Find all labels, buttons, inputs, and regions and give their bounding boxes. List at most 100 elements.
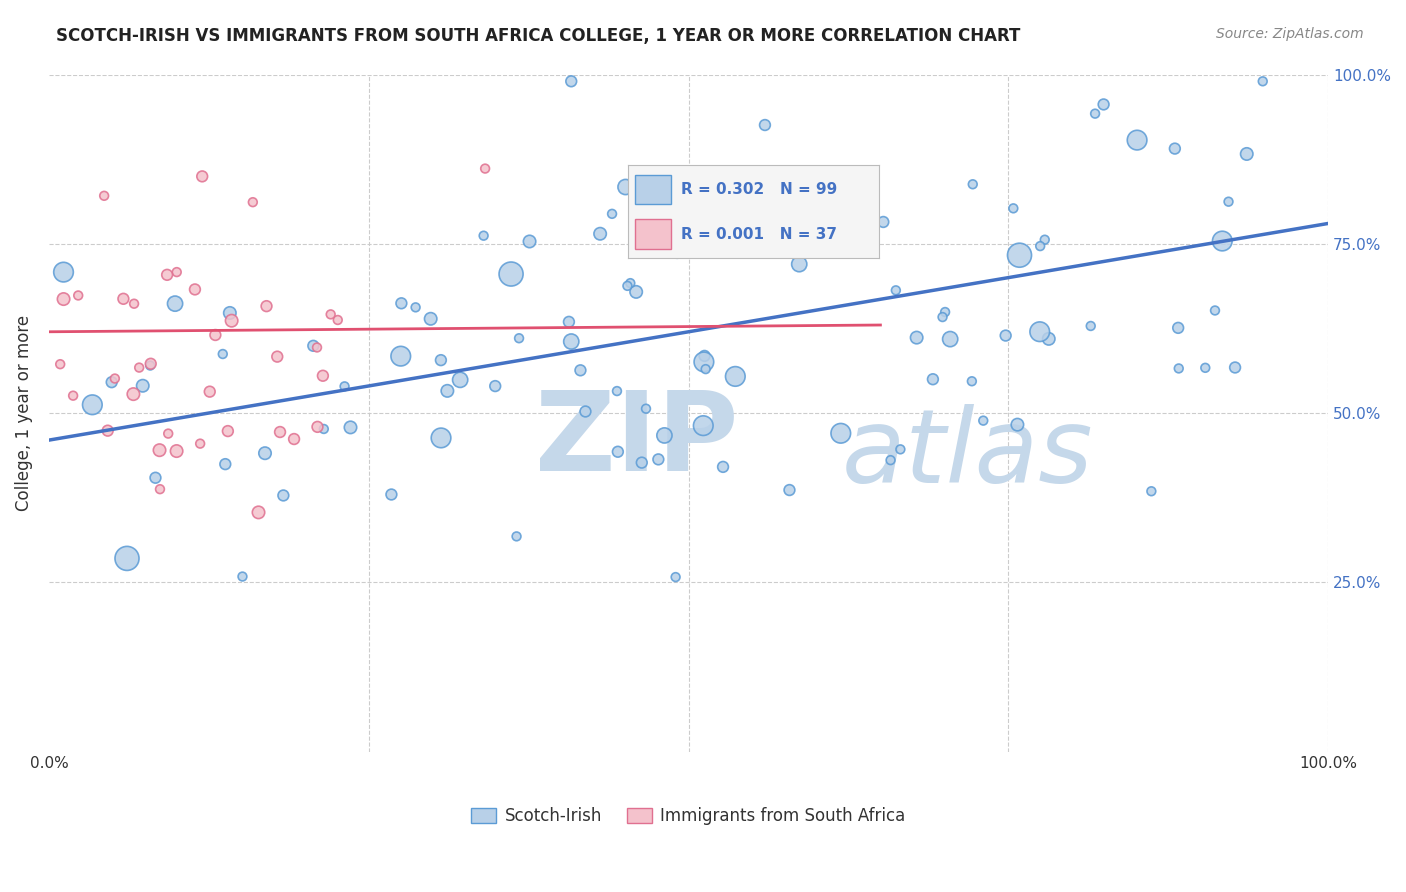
Point [508,331,530,345]
Point [600,207,623,221]
Point [122,387,145,401]
Point [139,357,162,371]
Point [939,332,962,346]
Text: SCOTCH-IRISH VS IMMIGRANTS FROM SOUTH AFRICA COLLEGE, 1 YEAR OR MORE CORRELATION: SCOTCH-IRISH VS IMMIGRANTS FROM SOUTH AF… [56,27,1021,45]
Point [148,443,170,458]
Point [614,180,637,194]
Point [889,442,911,457]
Point [1028,325,1050,339]
Point [1008,248,1031,262]
Point [558,315,581,329]
Point [242,195,264,210]
Point [62,389,84,403]
Text: atlas: atlas [842,404,1094,504]
Point [693,355,716,369]
Point [1033,233,1056,247]
Point [149,482,172,496]
Point [405,301,427,315]
Point [1211,234,1233,248]
Point [97,424,120,438]
Point [1167,361,1189,376]
Point [1029,239,1052,253]
Point [1204,303,1226,318]
Point [1251,74,1274,88]
Point [1084,106,1107,120]
Bar [636,219,671,249]
Point [145,471,167,485]
Text: Source: ZipAtlas.com: Source: ZipAtlas.com [1216,27,1364,41]
Point [269,425,291,439]
Bar [636,175,671,204]
Point [693,349,716,363]
Point [211,347,233,361]
Point [619,276,641,290]
Point [872,215,894,229]
Point [922,372,945,386]
Point [52,292,75,306]
Point [1236,147,1258,161]
Point [1007,417,1029,432]
Point [1164,142,1187,156]
Point [1080,318,1102,333]
Point [472,228,495,243]
Point [339,420,361,434]
Y-axis label: College, 1 year or more: College, 1 year or more [15,315,32,511]
Point [1038,332,1060,346]
Point [139,359,162,373]
Point [934,305,956,319]
Point [589,227,612,241]
Point [128,360,150,375]
Point [449,373,471,387]
Point [419,311,441,326]
Point [634,401,657,416]
Point [218,306,240,320]
Point [1218,194,1240,209]
Point [217,424,239,438]
Point [198,384,221,399]
Point [389,296,412,310]
Point [156,268,179,282]
Point [905,330,928,344]
Point [319,307,342,321]
Point [606,384,628,398]
Point [666,246,689,260]
Point [830,426,852,441]
Point [302,339,325,353]
Point [221,314,243,328]
Point [574,404,596,418]
Point [474,161,496,176]
Point [253,446,276,460]
Point [616,278,638,293]
Point [67,288,90,302]
Point [994,328,1017,343]
Point [1126,133,1149,147]
Point [960,374,983,388]
Point [519,235,541,249]
Point [606,444,628,458]
Point [305,341,328,355]
Point [505,529,527,543]
Point [214,457,236,471]
Point [858,200,880,214]
Point [157,426,180,441]
Point [711,459,734,474]
Point [307,420,329,434]
Point [430,353,453,368]
Point [692,418,714,433]
Point [560,74,582,88]
Point [624,285,647,299]
Point [1223,360,1246,375]
Point [166,444,188,458]
Point [104,371,127,385]
Point [312,368,335,383]
Text: R = 0.302   N = 99: R = 0.302 N = 99 [681,182,837,197]
Point [972,414,994,428]
Point [231,569,253,583]
Point [962,178,984,192]
Point [188,436,211,450]
Point [112,292,135,306]
Point [82,398,104,412]
Point [430,431,453,445]
Point [569,363,592,377]
Point [560,334,582,349]
